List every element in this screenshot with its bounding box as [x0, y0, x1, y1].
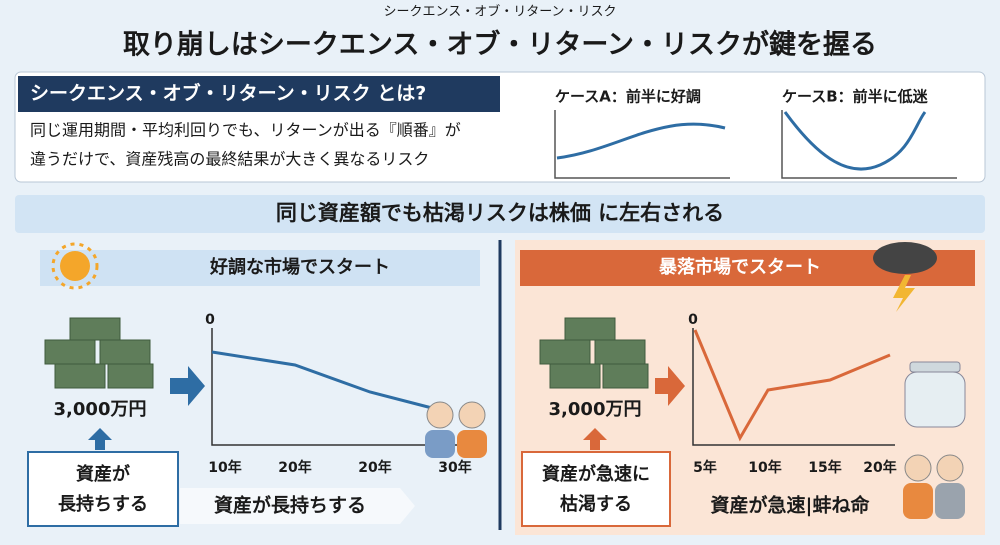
case-axes — [781, 110, 957, 179]
case-curve — [556, 122, 726, 160]
chart-axes — [211, 328, 460, 446]
people-icon — [425, 401, 487, 458]
chart-line — [211, 350, 433, 410]
definition-line: 同じ運用期間・平均利回りでも、リターンが出る『順番』が — [30, 121, 461, 140]
result-line: 長持ちする — [58, 493, 148, 515]
definition-line: 違うだけで、資産残高の最終結果が大きく異なるリスク — [30, 150, 429, 169]
section-title: 同じ資産額でも枯渇リスクは株価 に左右される — [276, 201, 724, 225]
definition-label-bg — [18, 76, 500, 112]
result-box — [27, 451, 179, 527]
chart-top-label: 0 — [688, 312, 698, 328]
result-line: 資産が — [76, 463, 130, 485]
up-arrow — [583, 428, 607, 450]
storm-icon — [873, 242, 937, 312]
amount: 3,000万円 — [549, 399, 642, 420]
case-label: ケースA：前半に好調 — [555, 88, 701, 106]
jar-icon — [904, 361, 966, 428]
caption: 資産が長持ちする — [214, 494, 366, 517]
x-label: 20年 — [358, 459, 391, 476]
caption-banner — [180, 488, 415, 524]
money-icon — [44, 317, 154, 389]
x-label: 20年 — [863, 459, 896, 476]
chart-axes — [692, 328, 895, 446]
chart-line — [693, 329, 891, 442]
result-line: 枯渇する — [560, 493, 632, 515]
definition-label: シークエンス・オブ・リターン・リスク とは? — [30, 82, 426, 105]
title: 取り崩しはシークエンス・オブ・リターン・リスクが鍵を握る — [123, 29, 877, 61]
case-axes — [554, 110, 730, 179]
panel-title: 好調な市場でスタート — [209, 256, 390, 278]
panel-title: 暴落市場でスタート — [659, 256, 821, 278]
x-label: 20年 — [278, 459, 311, 476]
money-icon — [539, 317, 649, 389]
panel-header — [40, 250, 480, 286]
sun-icon — [51, 242, 99, 290]
x-label: 30年 — [438, 459, 471, 476]
kicker: シークエンス・オブ・リターン・リスク — [383, 4, 616, 20]
right-arrow — [655, 366, 685, 406]
x-label: 5年 — [693, 459, 717, 476]
x-label: 10年 — [208, 459, 241, 476]
section-band — [15, 195, 985, 233]
chart-top-label: 0 — [205, 312, 215, 328]
result-box — [521, 451, 671, 527]
amount: 3,000万円 — [54, 399, 147, 420]
x-label: 15年 — [808, 459, 841, 476]
people-icon — [903, 454, 965, 519]
case-label: ケースB：前半に低迷 — [782, 88, 929, 106]
case-curve — [783, 111, 927, 171]
right-arrow — [170, 366, 205, 406]
result-line: 資産が急速に — [542, 463, 650, 485]
x-label: 10年 — [748, 459, 781, 476]
caption: 資産が急速|蚌ね命 — [711, 494, 871, 517]
up-arrow — [88, 428, 112, 450]
